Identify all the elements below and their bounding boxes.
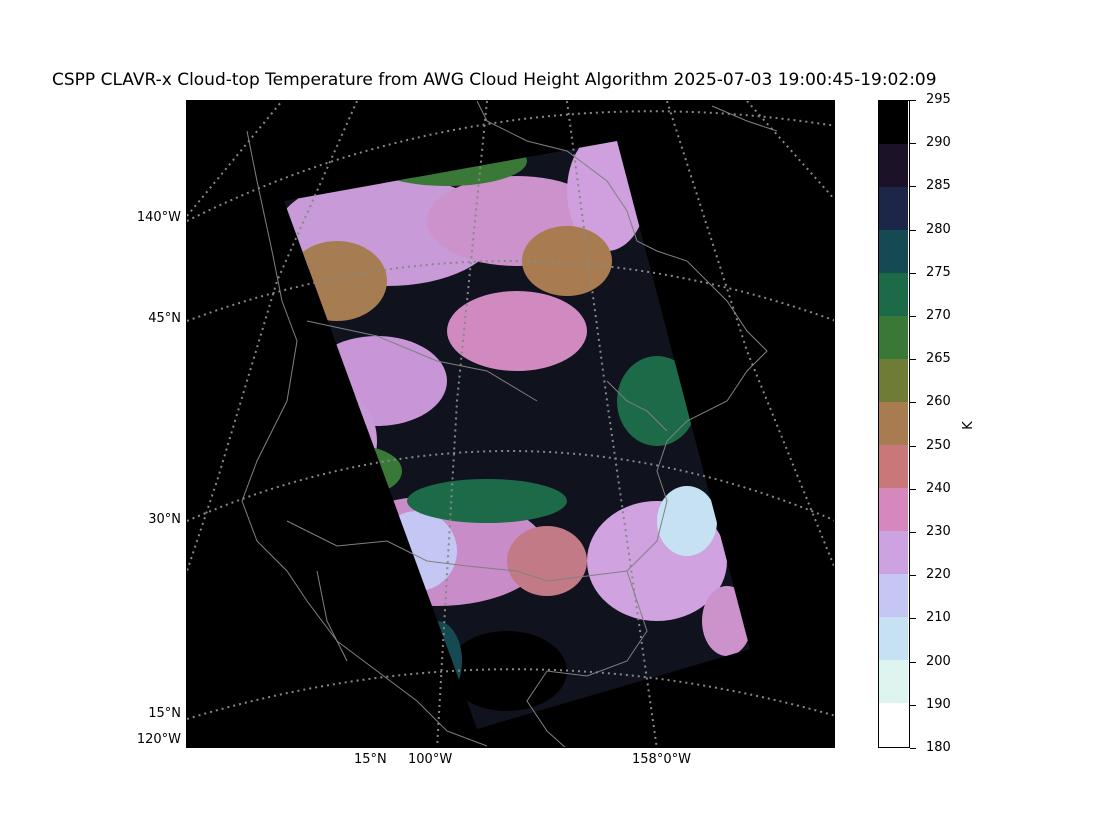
lon-label-overlap: 158°0°W (632, 752, 691, 767)
lon-label-15n: 15°N (354, 752, 387, 767)
colorbar-tick (910, 532, 916, 533)
colorbar-tick-label: 190 (926, 696, 951, 712)
colorbar-segment (879, 660, 908, 704)
colorbar-segment (879, 144, 908, 188)
lat-label-15n: 15°N (148, 706, 181, 721)
colorbar-segment (879, 230, 908, 274)
colorbar-tick-label: 275 (926, 264, 951, 280)
colorbar-segment (879, 273, 908, 317)
colorbar-segment (879, 187, 908, 231)
colorbar-tick-label: 210 (926, 610, 951, 626)
colorbar-tick-label: 240 (926, 480, 951, 496)
colorbar-tick-label: 180 (926, 740, 951, 755)
colorbar-tick-label: 260 (926, 394, 951, 410)
colorbar-segment (879, 359, 908, 403)
colorbar-tick (910, 704, 916, 706)
colorbar-segment (879, 402, 908, 446)
colorbar-tick (910, 661, 916, 663)
colorbar-tick-label: 265 (926, 351, 951, 367)
map-panel[interactable] (186, 100, 835, 748)
map-canvas (187, 101, 834, 747)
colorbar-tick-label: 220 (926, 567, 951, 583)
colorbar-unit-label: K (960, 421, 976, 430)
chart-title: CSPP CLAVR-x Cloud-top Temperature from … (52, 70, 937, 90)
colorbar-tick (910, 316, 916, 317)
colorbar-tick-label: 280 (926, 221, 951, 237)
cloud-temperature-swath (284, 141, 750, 729)
graticule (187, 101, 834, 747)
colorbar-tick (910, 100, 916, 101)
colorbar-tick (910, 186, 916, 188)
colorbar-tick-label: 200 (926, 653, 951, 669)
coastlines (241, 101, 778, 747)
colorbar-segment (879, 316, 908, 360)
lat-label-45n: 45°N (148, 311, 181, 326)
colorbar-tick-label: 295 (926, 92, 951, 107)
colorbar-tick (910, 229, 916, 231)
colorbar-tick (910, 359, 916, 361)
colorbar-tick-label: 285 (926, 178, 951, 194)
colorbar (878, 100, 910, 748)
colorbar-tick (910, 272, 916, 274)
colorbar-segment (879, 488, 908, 532)
colorbar-tick (910, 575, 916, 577)
colorbar-segment (879, 703, 908, 746)
lat-label-120w: 120°W (136, 732, 181, 747)
colorbar-segment (879, 531, 908, 575)
colorbar-tick-label: 290 (926, 135, 951, 151)
colorbar-tick-label: 270 (926, 308, 951, 323)
colorbar-segment (879, 574, 908, 618)
colorbar-segment (879, 617, 908, 661)
colorbar-tick (910, 748, 916, 749)
colorbar-segment (879, 445, 908, 489)
colorbar-tick-label: 250 (926, 437, 951, 453)
colorbar-tick-label: 230 (926, 524, 951, 539)
colorbar-segment (879, 101, 908, 145)
colorbar-tick (910, 618, 916, 620)
colorbar-tick (910, 445, 916, 447)
lon-label-100w: 100°W (408, 752, 453, 767)
lat-label-30n: 30°N (148, 512, 181, 527)
lat-label-140w: 140°W (136, 210, 181, 225)
colorbar-tick (910, 402, 916, 404)
colorbar-gradient (879, 101, 908, 746)
colorbar-tick (910, 488, 916, 490)
colorbar-tick (910, 143, 916, 145)
